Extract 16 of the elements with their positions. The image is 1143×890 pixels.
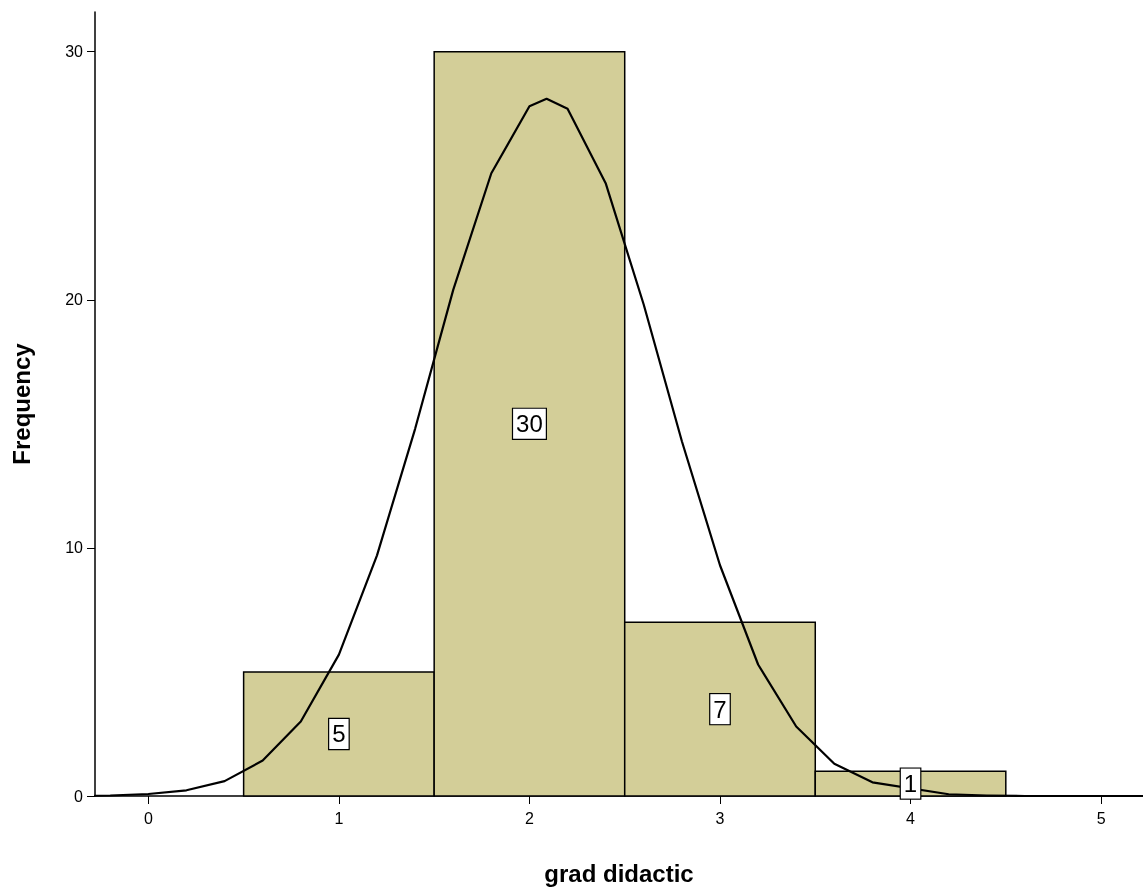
x-axis-title: grad didactic [544,859,694,887]
y-axis-title: Frequency [7,342,35,465]
y-tick-label: 0 [74,787,84,805]
y-tick-label: 10 [65,539,84,557]
x-tick-label: 1 [334,809,344,827]
data-label: 30 [516,410,543,438]
data-label: 1 [903,770,918,798]
data-label: 5 [332,720,346,748]
y-tick-label: 30 [65,43,84,61]
y-tick-label: 20 [65,291,84,309]
x-tick-label: 5 [1096,809,1106,827]
x-tick-label: 0 [143,809,153,827]
x-tick-label: 3 [715,809,725,827]
x-tick-label: 2 [524,809,534,827]
data-label: 7 [713,695,727,723]
x-tick-label: 4 [906,809,916,827]
